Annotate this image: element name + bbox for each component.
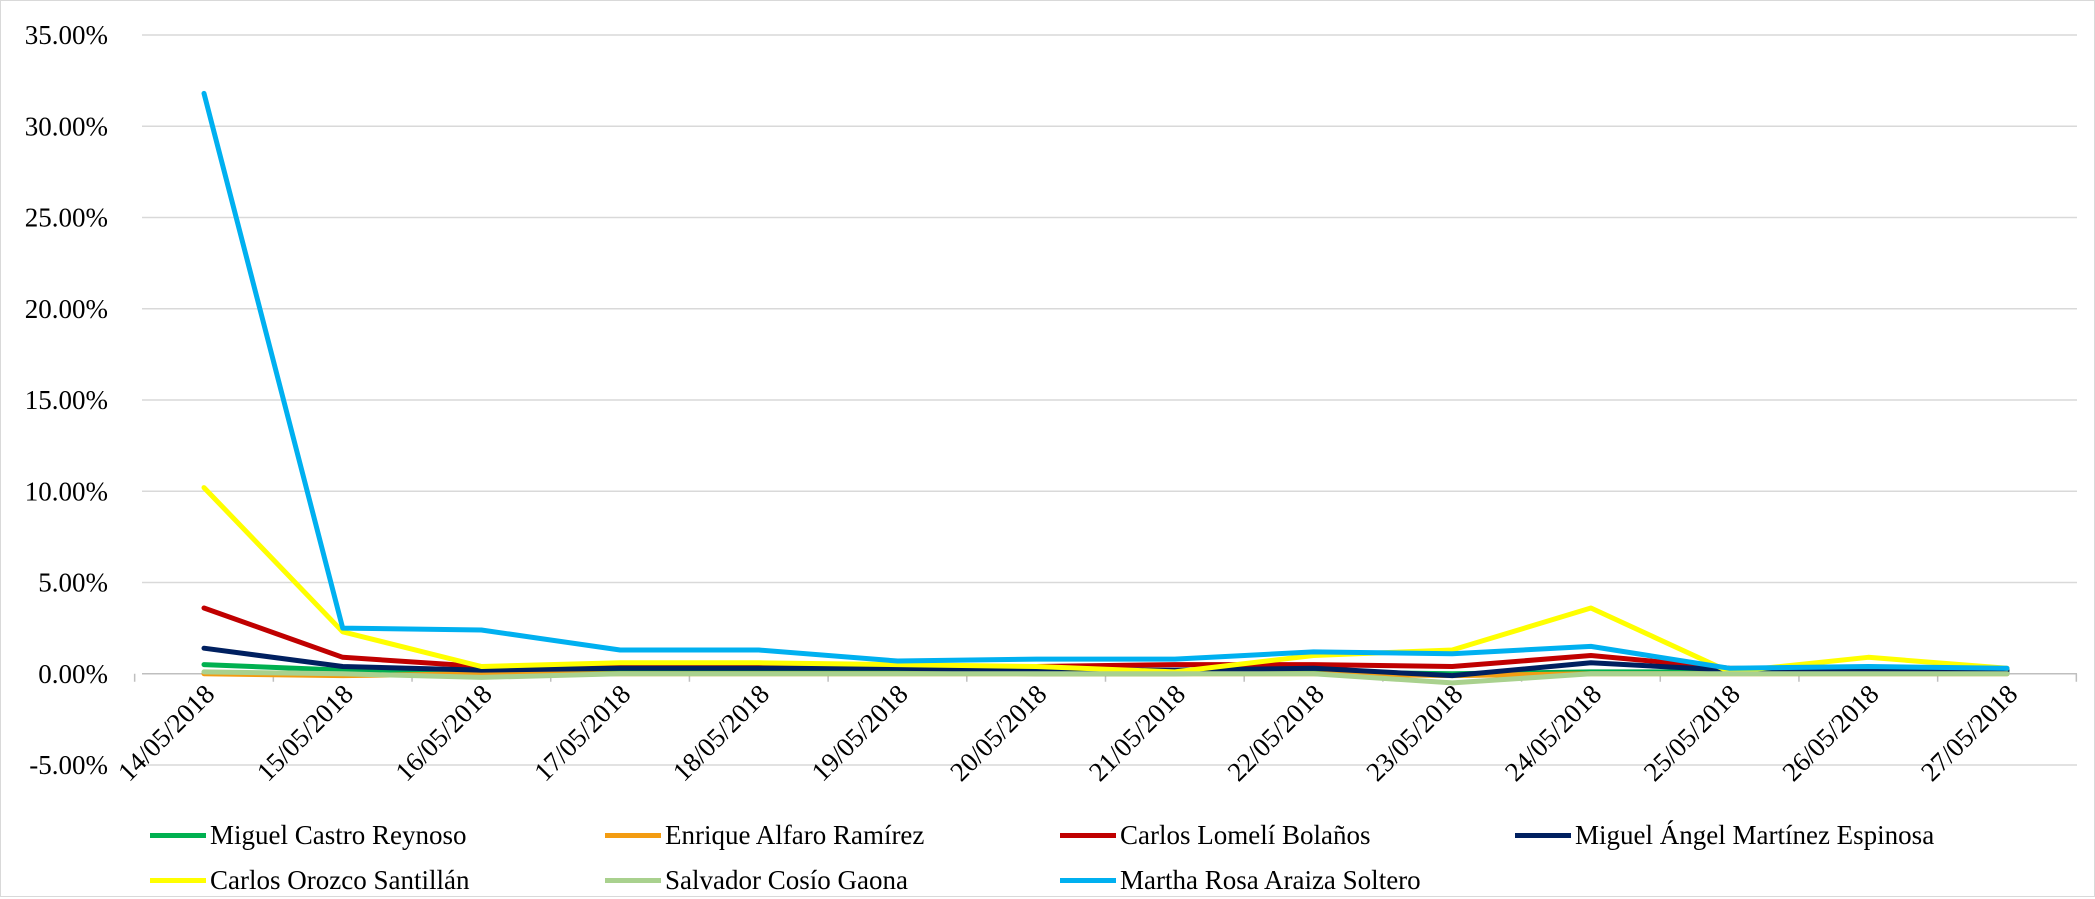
y-tick-label: 30.00% [25, 111, 108, 141]
legend-label: Miguel Ángel Martínez Espinosa [1575, 819, 1935, 850]
legend-swatch [1060, 877, 1116, 883]
y-tick-label: 10.00% [25, 476, 108, 506]
x-tick-label: 24/05/2018 [1499, 679, 1607, 787]
x-tick-label: 23/05/2018 [1360, 679, 1468, 787]
legend: Miguel Castro Reynoso Enrique Alfaro Ram… [0, 810, 2095, 897]
legend-item-carlos-lomeli-bolanos: Carlos Lomelí Bolaños [1060, 816, 1370, 854]
series-line [201, 669, 2010, 686]
legend-item-carlos-orozco-santillan: Carlos Orozco Santillán [150, 861, 469, 899]
series-line [201, 90, 2010, 671]
series-lines [201, 90, 2010, 686]
legend-item-salvador-cosio-gaona: Salvador Cosío Gaona [605, 861, 908, 899]
gridlines [142, 34, 2077, 766]
legend-swatch [1060, 832, 1116, 838]
y-tick-label: 25.00% [25, 203, 108, 233]
x-tick-label: 21/05/2018 [1083, 679, 1191, 787]
y-tick-label: 5.00% [38, 568, 108, 598]
legend-item-enrique-alfaro-ramirez: Enrique Alfaro Ramírez [605, 816, 924, 854]
x-tick-label: 14/05/2018 [112, 679, 220, 787]
y-tick-label: -5.00% [29, 750, 108, 780]
x-tick-label: 17/05/2018 [528, 679, 636, 787]
legend-swatch [605, 877, 661, 883]
legend-item-martha-rosa-araiza-soltero: Martha Rosa Araiza Soltero [1060, 861, 1421, 899]
legend-label: Enrique Alfaro Ramírez [665, 819, 925, 850]
x-tick-label: 25/05/2018 [1638, 679, 1746, 787]
y-tick-label: 20.00% [25, 294, 108, 324]
legend-label: Salvador Cosío Gaona [665, 864, 908, 895]
y-tick-label: 35.00% [25, 20, 108, 50]
legend-swatch [150, 877, 206, 883]
legend-swatch [605, 832, 661, 838]
x-tick-label: 27/05/2018 [1915, 679, 2023, 787]
legend-item-miguel-angel-martinez-espinosa: Miguel Ángel Martínez Espinosa [1515, 816, 1934, 854]
legend-label: Carlos Orozco Santillán [210, 864, 470, 895]
x-tick-label: 22/05/2018 [1222, 679, 1330, 787]
x-tick-label: 16/05/2018 [389, 679, 497, 787]
x-axis-tick-labels: 14/05/2018 15/05/2018 16/05/2018 17/05/2018… [112, 679, 2023, 787]
legend-item-miguel-castro-reynoso: Miguel Castro Reynoso [150, 816, 467, 854]
legend-swatch [1515, 832, 1571, 838]
x-tick-label: 26/05/2018 [1776, 679, 1884, 787]
x-tick-label: 15/05/2018 [251, 679, 359, 787]
x-tick-label: 18/05/2018 [667, 679, 775, 787]
legend-label: Miguel Castro Reynoso [210, 819, 467, 850]
series-line [201, 485, 2010, 675]
legend-label: Carlos Lomelí Bolaños [1120, 819, 1371, 850]
x-tick-label: 19/05/2018 [806, 679, 914, 787]
legend-label: Martha Rosa Araiza Soltero [1120, 864, 1421, 895]
y-axis-tick-labels: -5.00% 0.00% 5.00% 10.00% 15.00% 20.00% 25.00%… [25, 20, 108, 780]
y-tick-label: 15.00% [25, 385, 108, 415]
legend-swatch [150, 832, 206, 838]
x-tick-label: 20/05/2018 [944, 679, 1052, 787]
y-tick-label: 0.00% [38, 659, 108, 689]
